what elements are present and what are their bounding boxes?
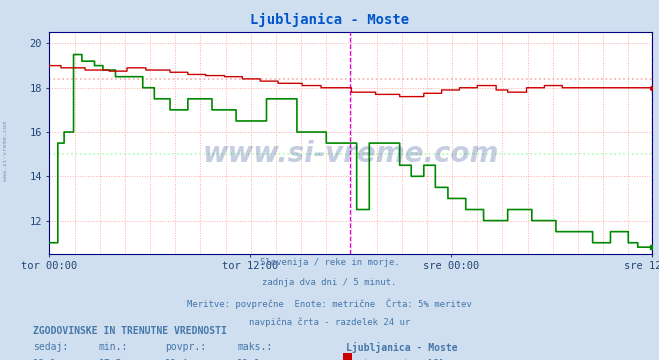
Text: 17,5: 17,5 <box>99 359 123 360</box>
Text: maks.:: maks.: <box>237 342 272 352</box>
Text: zadnja dva dni / 5 minut.: zadnja dva dni / 5 minut. <box>262 278 397 287</box>
Text: povpr.:: povpr.: <box>165 342 206 352</box>
Text: www.si-vreme.com: www.si-vreme.com <box>203 140 499 168</box>
Text: ZGODOVINSKE IN TRENUTNE VREDNOSTI: ZGODOVINSKE IN TRENUTNE VREDNOSTI <box>33 326 227 336</box>
Text: Meritve: povprečne  Enote: metrične  Črta: 5% meritev: Meritve: povprečne Enote: metrične Črta:… <box>187 298 472 309</box>
Text: Slovenija / reke in morje.: Slovenija / reke in morje. <box>260 258 399 267</box>
Text: www.si-vreme.com: www.si-vreme.com <box>3 121 8 181</box>
Text: Ljubljanica - Moste: Ljubljanica - Moste <box>346 342 457 353</box>
Text: min.:: min.: <box>99 342 129 352</box>
Text: navpična črta - razdelek 24 ur: navpična črta - razdelek 24 ur <box>249 318 410 327</box>
Text: 19,0: 19,0 <box>237 359 261 360</box>
Text: Ljubljanica - Moste: Ljubljanica - Moste <box>250 13 409 27</box>
Text: sedaj:: sedaj: <box>33 342 68 352</box>
Text: 18,4: 18,4 <box>165 359 188 360</box>
Text: temperatura[C]: temperatura[C] <box>362 359 445 360</box>
Text: 18,0: 18,0 <box>33 359 57 360</box>
